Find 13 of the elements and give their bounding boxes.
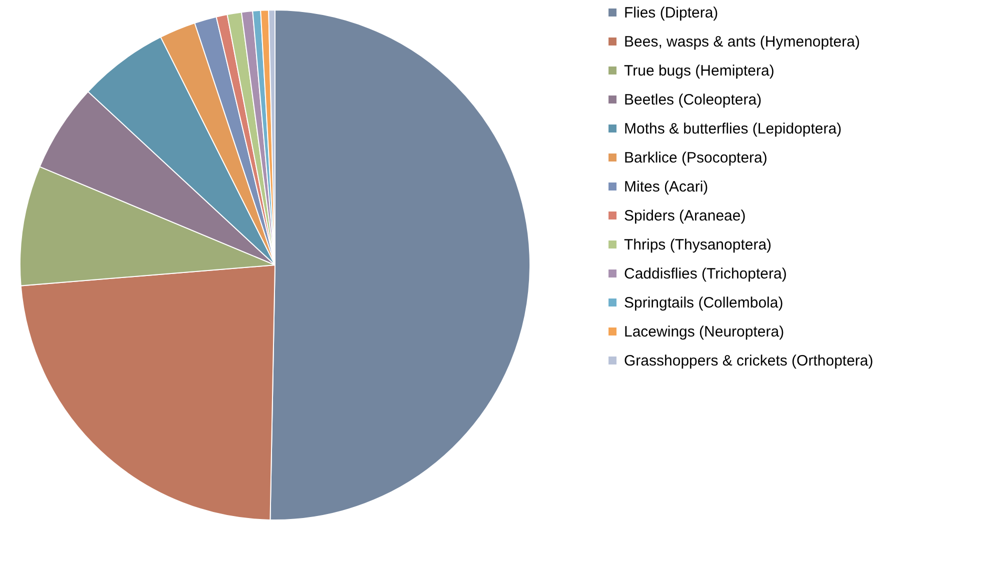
- legend-label: Grasshoppers & crickets (Orthoptera): [624, 352, 874, 370]
- legend-label: True bugs (Hemiptera): [624, 62, 774, 80]
- legend-label: Spiders (Araneae): [624, 208, 746, 224]
- legend-label: Moths & butterflies (Lepidoptera): [624, 120, 842, 138]
- legend-label: Mites (Acari): [624, 178, 708, 196]
- legend-label: Beetles (Coleoptera): [624, 92, 762, 108]
- legend-label: Barklice (Psocoptera): [624, 150, 768, 166]
- legend-label: Springtails (Collembola): [624, 294, 784, 312]
- legend-label: Thrips (Thysanoptera): [624, 236, 772, 254]
- legend-label: Lacewings (Neuroptera): [624, 324, 784, 340]
- legend-label: Caddisflies (Trichoptera): [624, 266, 787, 282]
- legend-label: Bees, wasps & ants (Hymenoptera): [624, 34, 860, 50]
- legend-label: Flies (Diptera): [624, 4, 718, 22]
